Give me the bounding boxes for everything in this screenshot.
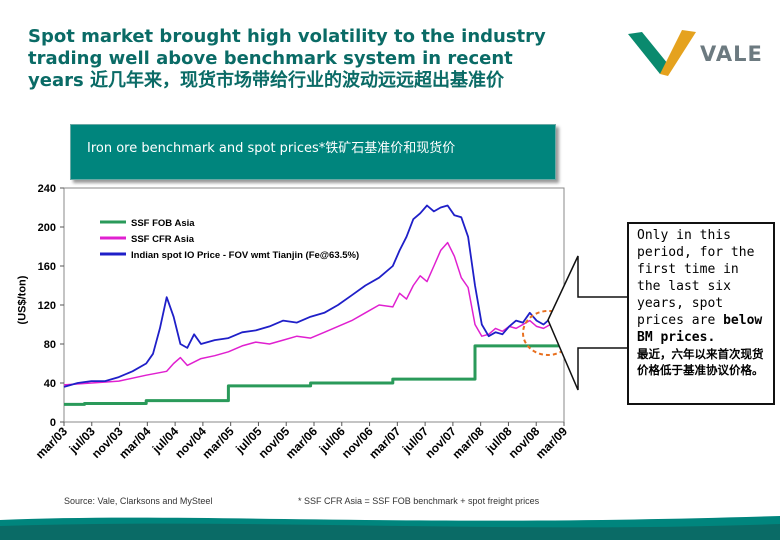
- chart-subtitle-box: Iron ore benchmark and spot prices*铁矿石基准…: [70, 124, 556, 180]
- source-note: Source: Vale, Clarksons and MySteel: [64, 496, 213, 506]
- x-tick-label: mar/07: [366, 424, 403, 461]
- callout-box: Only in this period, for the first time …: [627, 222, 775, 405]
- footer-bar: [0, 516, 780, 540]
- logo-text: VALE: [700, 42, 763, 66]
- callout-english-text: Only in this period, for the first time …: [637, 228, 755, 328]
- y-tick-label: 0: [50, 417, 56, 429]
- chart-subtitle: Iron ore benchmark and spot prices*铁矿石基准…: [87, 141, 456, 156]
- vale-logo-icon: [628, 30, 696, 76]
- callout-english: Only in this period, for the first time …: [637, 227, 765, 346]
- y-tick-label: 120: [38, 300, 56, 312]
- x-tick-label: mar/05: [200, 424, 237, 461]
- legend-label: SSF FOB Asia: [131, 218, 195, 229]
- legend-label: SSF CFR Asia: [131, 234, 195, 245]
- x-ticks-group: mar/03jul/03nov/03mar/04jul/04nov/04mar/…: [33, 422, 570, 461]
- y-tick-label: 80: [44, 339, 56, 351]
- title-line-1: Spot market brought high volatility to t…: [28, 26, 546, 47]
- footnote: * SSF CFR Asia = SSF FOB benchmark + spo…: [298, 496, 540, 506]
- y-tick-label: 200: [38, 222, 56, 234]
- callout-arrow: [547, 255, 629, 391]
- x-tick-label: mar/04: [116, 424, 153, 461]
- title-line-2: trading well above benchmark system in r…: [28, 48, 513, 69]
- x-tick-label: mar/09: [533, 424, 570, 461]
- callout-chinese: 最近，六年以来首次现货价格低于基准协议价格。: [637, 347, 764, 377]
- series-line-ssf-cfr-asia: [63, 241, 565, 386]
- y-tick-label: 160: [38, 261, 56, 273]
- callout-english-bold: below BM prices.: [637, 313, 763, 345]
- series-line-indian-spot: [63, 204, 565, 388]
- series-line-ssf-fob-asia: [64, 344, 564, 406]
- series-group: [63, 204, 565, 406]
- y-tick-label: 240: [38, 183, 56, 195]
- x-tick-label: mar/03: [33, 424, 70, 461]
- x-tick-label: mar/06: [283, 424, 320, 461]
- legend: SSF FOB Asia SSF CFR Asia Indian spot IO P…: [100, 218, 359, 261]
- legend-label: Indian spot IO Price - FOV wmt Tianjin (…: [131, 250, 359, 261]
- y-ticks-group: 0 40 80 120 160 200 240: [38, 183, 64, 429]
- y-tick-label: 40: [44, 378, 56, 390]
- x-tick-label: mar/08: [450, 424, 487, 461]
- page-title: Spot market brought high volatility to t…: [28, 26, 618, 92]
- title-line-3: years 近几年来，现货市场带给行业的波动远远超出基准价: [28, 70, 504, 91]
